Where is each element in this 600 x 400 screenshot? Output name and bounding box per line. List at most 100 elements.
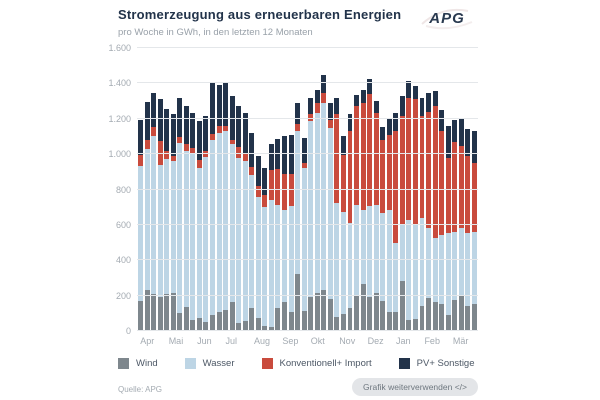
bar-week-24 — [288, 48, 294, 331]
bar-segment-wind — [386, 311, 392, 331]
bar-segment-wind — [177, 313, 183, 331]
bar-segment-pv-sonstige — [452, 119, 458, 142]
bar-segment-pv-sonstige — [308, 97, 314, 115]
bar-segment-wasser — [262, 207, 268, 326]
bar-segment-wasser — [183, 151, 189, 308]
bar-week-38 — [380, 48, 386, 331]
bar-segment-konventionell-import — [138, 155, 143, 166]
bar-segment-wasser — [210, 140, 215, 316]
legend-label: Konventionell+ Import — [279, 358, 372, 369]
bar-week-29 — [321, 48, 327, 331]
x-axis-month-label: Mär — [452, 336, 469, 346]
bar-week-50 — [458, 48, 464, 331]
bar-segment-konventionell-import — [288, 173, 294, 207]
bar-week-34 — [354, 48, 359, 331]
chart-plot-area: 0 200 400 600 800 1.000 1.200 1.400 1.600 Apr Mai J… — [108, 43, 478, 346]
bar-segment-wasser — [373, 204, 379, 293]
bar-segment-wasser — [445, 232, 451, 316]
bar-segment-wind — [340, 314, 346, 331]
bar-segment-pv-sonstige — [458, 118, 464, 147]
bar-container — [138, 48, 477, 331]
bar-week-47 — [439, 48, 445, 331]
bar-week-41 — [399, 48, 405, 331]
reuse-graphic-button[interactable]: Grafik weiterverwenden </> — [352, 378, 478, 396]
bar-segment-pv-sonstige — [249, 132, 255, 167]
bar-segment-pv-sonstige — [327, 102, 333, 120]
bar-segment-konventionell-import — [177, 137, 183, 143]
bar-segment-wasser — [439, 234, 445, 304]
bar-segment-pv-sonstige — [439, 109, 445, 132]
x-axis-month-label: Sep — [282, 336, 299, 346]
x-axis-month-label: Okt — [310, 336, 325, 346]
bar-week-2 — [144, 48, 150, 331]
bar-segment-pv-sonstige — [255, 155, 261, 186]
bar-segment-wasser — [288, 206, 294, 312]
bar-segment-wasser — [367, 206, 373, 298]
y-axis-tick-label: 200 — [115, 290, 131, 301]
bar-week-33 — [347, 48, 353, 331]
bar-segment-wasser — [275, 204, 281, 309]
bar-segment-konventionell-import — [406, 97, 412, 220]
apg-logo: APG — [421, 8, 473, 30]
bar-week-6 — [170, 48, 176, 331]
bar-segment-wasser — [229, 144, 235, 302]
bar-segment-pv-sonstige — [432, 91, 438, 107]
gridline — [137, 47, 478, 48]
bar-segment-konventionell-import — [373, 112, 379, 205]
bar-segment-wind — [255, 317, 261, 331]
bar-segment-konventionell-import — [439, 131, 445, 235]
gridline — [137, 259, 478, 261]
bar-segment-pv-sonstige — [360, 89, 366, 103]
bar-segment-wind — [327, 299, 333, 331]
bar-segment-wasser — [412, 224, 418, 319]
bar-segment-konventionell-import — [314, 102, 320, 113]
bar-segment-wind — [262, 325, 268, 331]
bar-segment-wasser — [196, 168, 202, 318]
bar-week-31 — [334, 48, 340, 331]
bar-segment-konventionell-import — [295, 124, 301, 132]
y-axis-tick-label: 600 — [115, 219, 131, 230]
bar-segment-konventionell-import — [412, 99, 418, 225]
bar-segment-wasser — [295, 131, 301, 274]
bar-segment-konventionell-import — [164, 150, 170, 160]
bar-segment-wind — [190, 320, 196, 331]
bar-segment-konventionell-import — [262, 194, 268, 208]
bar-week-12 — [210, 48, 215, 331]
bar-segment-pv-sonstige — [354, 94, 359, 107]
bar-segment-wasser — [347, 223, 353, 309]
bar-week-40 — [393, 48, 399, 331]
bar-segment-wasser — [282, 209, 287, 302]
bar-week-15 — [229, 48, 235, 331]
bar-segment-pv-sonstige — [321, 74, 327, 94]
bar-segment-wasser — [268, 200, 274, 327]
bar-week-11 — [203, 48, 209, 331]
bar-segment-pv-sonstige — [242, 112, 248, 155]
bar-segment-wind — [471, 304, 477, 331]
bar-segment-pv-sonstige — [412, 86, 418, 100]
y-axis-tick-label: 1.000 — [108, 149, 131, 160]
bar-segment-konventionell-import — [210, 133, 215, 140]
bar-week-22 — [275, 48, 281, 331]
bar-segment-wind — [314, 292, 320, 331]
bar-segment-wasser — [301, 168, 307, 311]
bar-segment-wind — [236, 323, 242, 331]
bar-segment-wind — [151, 293, 157, 331]
bar-week-4 — [157, 48, 163, 331]
bar-segment-pv-sonstige — [314, 90, 320, 103]
bar-week-27 — [308, 48, 314, 331]
gridline — [137, 117, 478, 119]
bar-segment-wasser — [399, 224, 405, 282]
bar-segment-pv-sonstige — [262, 168, 268, 195]
bar-segment-wasser — [452, 231, 458, 301]
bar-segment-pv-sonstige — [347, 114, 353, 132]
bar-segment-wind — [334, 316, 340, 331]
page-subtitle: pro Woche in GWh, in den letzten 12 Mona… — [118, 27, 313, 38]
bar-segment-wind — [393, 311, 399, 331]
bar-segment-pv-sonstige — [399, 95, 405, 117]
bar-week-43 — [412, 48, 418, 331]
bar-week-23 — [282, 48, 287, 331]
bar-segment-wind — [210, 315, 215, 331]
bar-segment-pv-sonstige — [275, 139, 281, 170]
bar-week-7 — [177, 48, 183, 331]
